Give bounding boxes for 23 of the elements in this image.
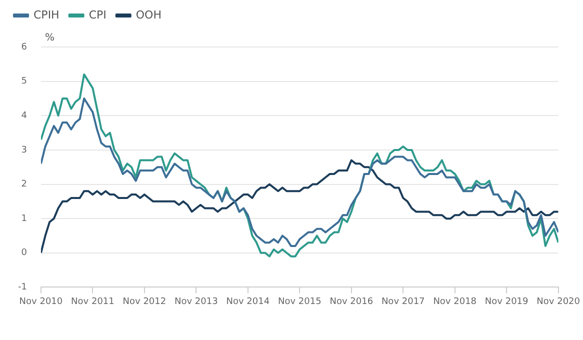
x-tick-label: Nov 2015 [278,296,322,307]
legend-label: OOH [136,8,162,22]
x-tick-label: Nov 2012 [122,296,166,307]
y-axis-title: % [44,32,54,44]
x-tick-label: Nov 2014 [226,296,270,307]
x-tick-label: Nov 2017 [381,296,425,307]
y-tick-label: 0 [21,248,28,258]
x-tick-label: Nov 2019 [484,296,529,307]
x-tick-label: Nov 2011 [71,296,114,307]
x-tick-label: Nov 2013 [174,296,218,307]
y-tick-label: 2 [21,180,27,190]
x-tick-label: Nov 2020 [536,296,580,307]
y-tick-label: 5 [21,76,27,87]
legend-label: CPIH [34,8,60,22]
legend-label: CPI [88,8,106,22]
x-tick-label: Nov 2016 [330,296,374,307]
y-tick-label: 6 [21,42,28,52]
y-tick-label: 4 [21,110,28,121]
y-tick-label: 1 [21,214,27,224]
y-tick-label: 3 [21,145,27,156]
x-tick-label: Nov 2010 [19,296,63,307]
y-tick-label: -1 [18,282,27,293]
x-tick-label: Nov 2018 [433,296,477,307]
